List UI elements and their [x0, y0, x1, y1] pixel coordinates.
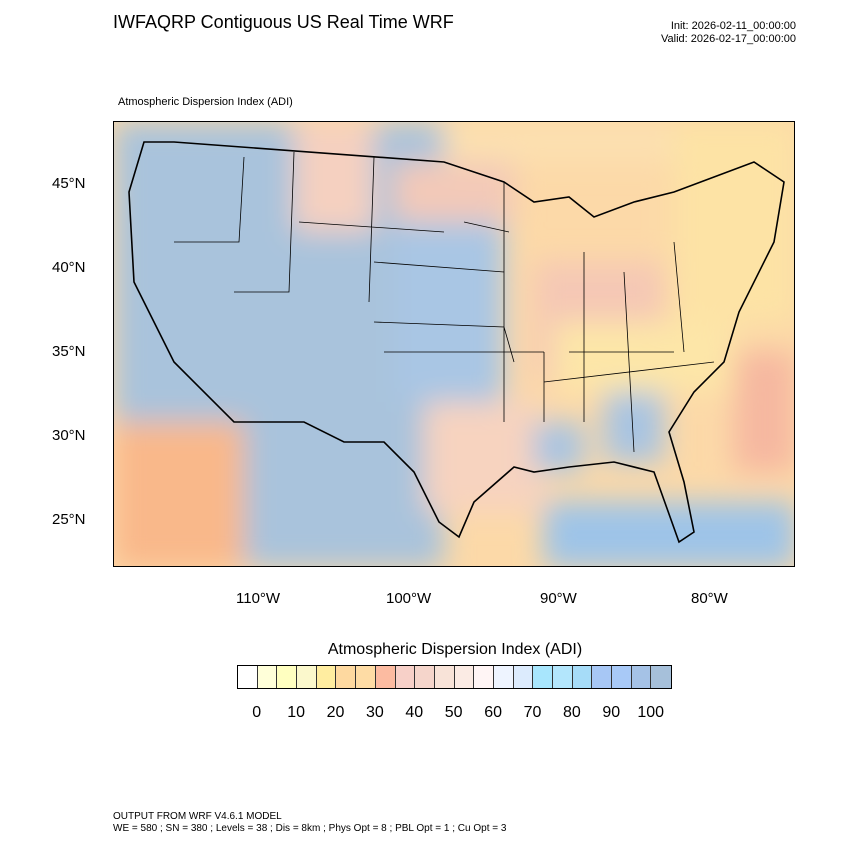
colorbar-box [297, 666, 317, 688]
lon-label-90: 90°W [540, 590, 577, 607]
colorbar-label: 50 [444, 704, 463, 721]
colorbar-label: 20 [326, 704, 345, 721]
lat-label-40: 40°N [52, 259, 86, 276]
run-times: Init: 2026-02-11_00:00:00 Valid: 2026-02… [661, 20, 796, 46]
colorbar-box [592, 666, 613, 688]
colorbar-box [631, 666, 652, 688]
colorbar-box [572, 666, 593, 688]
colorbar-label: 40 [405, 704, 424, 721]
colorbar-box [316, 666, 337, 688]
state-borders [174, 151, 715, 453]
colorbar-box [257, 666, 278, 688]
colorbar-label: 30 [365, 704, 384, 721]
us-outline [128, 141, 785, 544]
lat-label-25: 25°N [52, 511, 86, 528]
map-canvas [114, 122, 794, 566]
colorbar [237, 665, 673, 689]
colorbar-box [375, 666, 396, 688]
footer: OUTPUT FROM WRF V4.6.1 MODEL WE = 580 ; … [113, 811, 506, 835]
colorbar-box [277, 666, 298, 688]
lat-label-35: 35°N [52, 343, 86, 360]
colorbar-label: 10 [287, 704, 305, 721]
colorbar-label: 70 [523, 704, 542, 721]
colorbar-box [454, 666, 475, 688]
colorbar-box [238, 666, 258, 688]
colorbar-title: Atmospheric Dispersion Index (ADI) [327, 641, 583, 658]
colorbar-box [336, 666, 357, 688]
adi-map [113, 121, 795, 567]
lat-label-30: 30°N [52, 427, 86, 444]
colorbar-box [533, 666, 553, 688]
colorbar-label: 100 [637, 704, 665, 721]
colorbar-box [612, 666, 632, 688]
colorbar-label: 60 [484, 704, 502, 721]
page-title: IWFAQRP Contiguous US Real Time WRF [113, 12, 454, 32]
colorbar-box [493, 666, 514, 688]
colorbar-label: 90 [602, 704, 621, 721]
colorbar-box [395, 666, 416, 688]
colorbar-box [434, 666, 455, 688]
footer-model: OUTPUT FROM WRF V4.6.1 MODEL [113, 811, 282, 822]
colorbar-label: 80 [562, 704, 581, 721]
valid-time: Valid: 2026-02-17_00:00:00 [661, 33, 796, 45]
map-subtitle: Atmospheric Dispersion Index (ADI) [118, 96, 293, 108]
footer-config: WE = 580 ; SN = 380 ; Levels = 38 ; Dis … [113, 823, 507, 834]
lon-label-100: 100°W [386, 590, 432, 607]
colorbar-label: 0 [252, 704, 262, 721]
lat-label-45: 45°N [52, 175, 86, 192]
init-time: Init: 2026-02-11_00:00:00 [670, 20, 796, 32]
colorbar-box [415, 666, 435, 688]
colorbar-box [513, 666, 534, 688]
lon-label-110: 110°W [236, 590, 281, 607]
lon-label-80: 80°W [691, 590, 728, 607]
colorbar-box [474, 666, 494, 688]
adi-field [114, 122, 794, 566]
colorbar-box [553, 666, 573, 688]
colorbar-box [651, 666, 672, 688]
colorbar-box [356, 666, 376, 688]
